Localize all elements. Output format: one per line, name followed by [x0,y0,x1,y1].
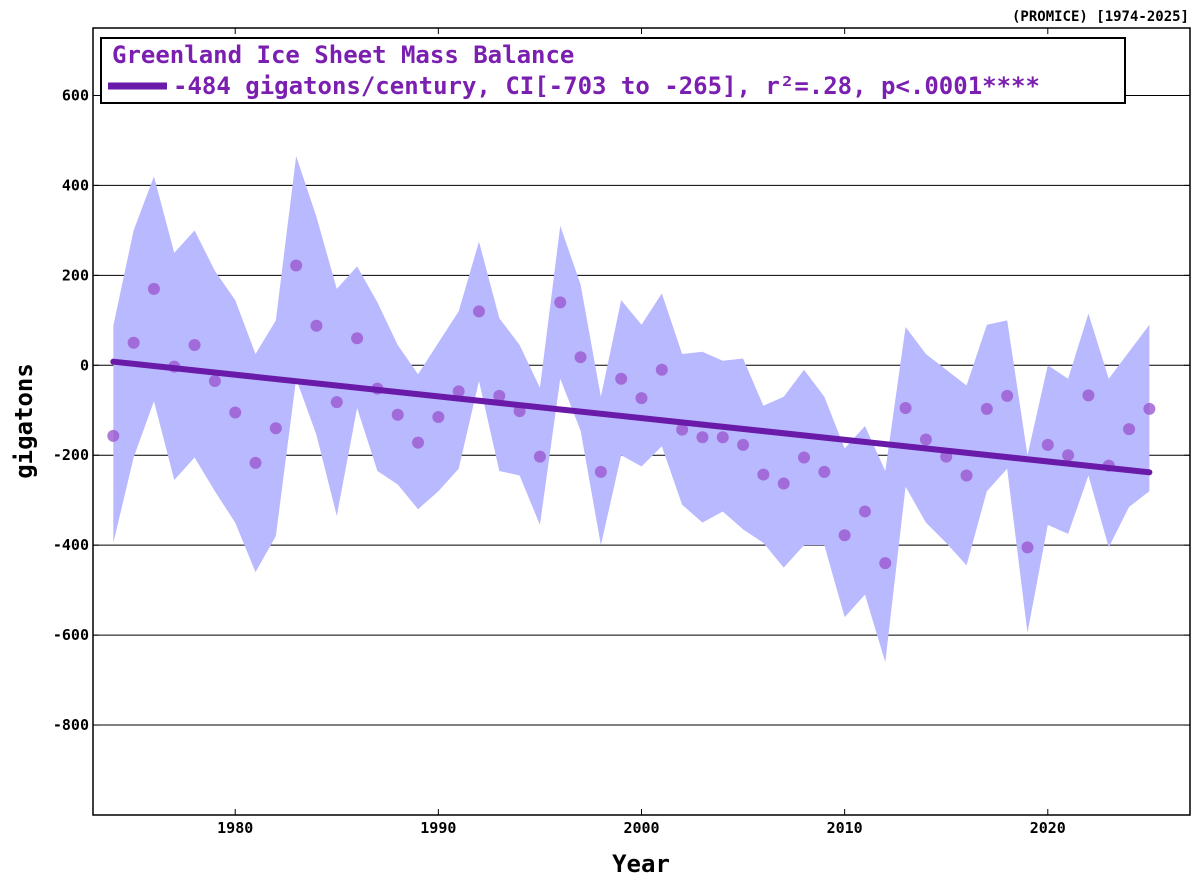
data-point [208,375,221,388]
data-point [269,422,282,435]
data-point [777,477,790,490]
legend-title: Greenland Ice Sheet Mass Balance [112,41,574,69]
data-point [330,396,343,409]
data-point [818,465,831,478]
x-axis-title: Year [612,850,670,878]
data-point [594,465,607,478]
y-tick-label: -600 [53,626,89,644]
source-note: (PROMICE) [1974-2025] [1012,9,1189,25]
confidence-band-area [113,156,1150,663]
data-point [1062,449,1075,462]
data-point [351,332,364,345]
data-point [1082,389,1095,402]
confidence-band [113,156,1150,663]
y-tick-label: -200 [53,446,89,464]
y-axis-title: gigatons [10,363,38,479]
data-point [635,392,648,405]
trend-line-group [110,358,1153,476]
data-point [249,456,262,469]
data-point [554,296,567,309]
trend-line [110,358,1153,476]
data-point [676,423,689,436]
x-tick-label: 2010 [827,819,863,837]
data-point [1041,438,1054,451]
data-points [107,259,1156,570]
data-point [127,336,140,349]
data-point [1143,402,1156,415]
data-point [229,406,242,419]
data-point [107,429,120,442]
y-axis-ticks: 600 400 200 0 -200 -400 -600 -800 [53,86,1190,734]
data-point [310,319,323,332]
data-point [493,389,506,402]
x-tick-label: 1990 [420,819,456,837]
y-tick-label: 200 [62,266,89,284]
data-point [533,450,546,463]
data-point [737,438,750,451]
data-point [798,451,811,464]
x-tick-label: 2000 [623,819,659,837]
data-point [757,468,770,481]
data-point [716,431,729,444]
data-point [290,259,303,272]
legend-box [100,37,1126,104]
x-tick-label: 2020 [1030,819,1066,837]
legend-trend-label: -484 gigatons/century, CI[-703 to -265],… [173,72,1040,100]
y-tick-label: 400 [62,176,89,194]
y-tick-label: 600 [62,86,89,104]
data-point [432,411,445,424]
data-point [879,557,892,570]
data-point [696,431,709,444]
x-tick-label: 1980 [217,819,253,837]
data-point [980,402,993,415]
data-point [899,402,912,415]
data-point [919,433,932,446]
data-point [655,363,668,376]
data-point [858,505,871,518]
y-tick-label: 0 [80,356,89,374]
data-point [615,372,628,385]
y-tick-label: -400 [53,536,89,554]
data-point [838,529,851,542]
data-point [1021,541,1034,554]
data-point [147,282,160,295]
legend: Greenland Ice Sheet Mass Balance -484 gi… [100,37,1126,104]
data-point [391,408,404,421]
data-point [452,385,465,398]
data-point [960,469,973,482]
data-point [188,339,201,352]
data-point [1123,423,1136,436]
data-point [1001,389,1014,402]
y-tick-label: -800 [53,716,89,734]
data-point [472,305,485,318]
data-point [574,351,587,364]
data-point [412,436,425,449]
x-axis-ticks: 1980 1990 2000 2010 2020 [217,28,1066,837]
